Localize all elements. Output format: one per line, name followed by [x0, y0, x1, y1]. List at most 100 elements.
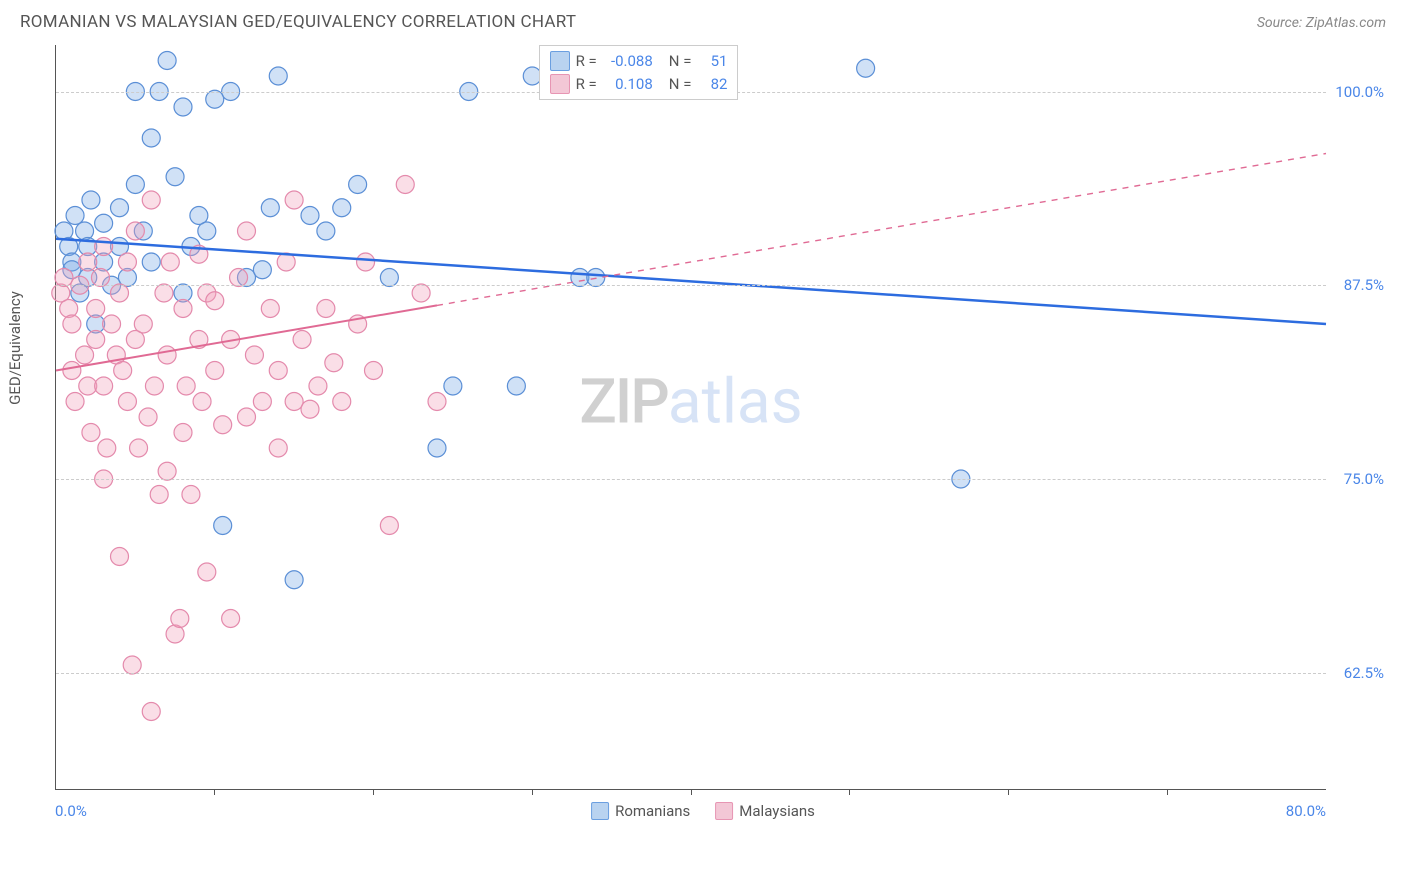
xtick	[532, 790, 533, 795]
data-point	[325, 354, 343, 372]
xtick	[849, 790, 850, 795]
data-point	[142, 129, 160, 147]
data-point	[317, 222, 335, 240]
data-point	[182, 486, 200, 504]
data-point	[285, 191, 303, 209]
data-point	[145, 377, 163, 395]
y-axis-label: GED/Equivalency	[6, 291, 24, 405]
ytick-label: 100.0%	[1335, 83, 1384, 101]
data-point	[507, 377, 525, 395]
data-point	[206, 90, 224, 108]
legend-bottom: Romanians Malaysians	[591, 802, 815, 820]
data-point	[269, 362, 287, 380]
data-point	[214, 416, 232, 434]
data-point	[103, 315, 121, 333]
legend-swatch-malaysians	[715, 802, 733, 820]
data-point	[253, 393, 271, 411]
data-point	[380, 517, 398, 535]
data-point	[333, 199, 351, 217]
data-point	[333, 393, 351, 411]
data-point	[857, 59, 875, 77]
data-point	[63, 362, 81, 380]
data-point	[82, 424, 100, 442]
data-point	[98, 439, 116, 457]
data-point	[155, 284, 173, 302]
data-point	[365, 362, 383, 380]
chart-container: ZIPatlas R = -0.088 N = 51 R = 0.108 N =…	[20, 40, 1386, 820]
data-point	[79, 253, 97, 271]
data-point	[214, 517, 232, 535]
data-point	[66, 393, 84, 411]
ytick-label: 62.5%	[1344, 664, 1384, 682]
data-point	[118, 393, 136, 411]
xtick	[214, 790, 215, 795]
chart-title: ROMANIAN VS MALAYSIAN GED/EQUIVALENCY CO…	[20, 12, 576, 32]
data-point	[130, 439, 148, 457]
data-point	[238, 222, 256, 240]
gridline	[56, 673, 1326, 674]
data-point	[380, 269, 398, 287]
data-point	[245, 346, 263, 364]
swatch-romanians	[550, 51, 570, 71]
data-point	[158, 346, 176, 364]
data-point	[87, 300, 105, 318]
legend-item-romanians: Romanians	[591, 802, 690, 820]
data-point	[396, 176, 414, 194]
data-point	[150, 486, 168, 504]
data-point	[63, 315, 81, 333]
data-point	[177, 377, 195, 395]
data-point	[261, 199, 279, 217]
data-point	[55, 269, 73, 287]
data-point	[230, 269, 248, 287]
stats-row-romanians: R = -0.088 N = 51	[550, 50, 728, 73]
xtick	[1008, 790, 1009, 795]
data-point	[114, 362, 132, 380]
data-point	[222, 610, 240, 628]
data-point	[587, 269, 605, 287]
data-point	[174, 98, 192, 116]
data-point	[198, 222, 216, 240]
data-point	[126, 176, 144, 194]
data-point	[95, 377, 113, 395]
data-point	[285, 571, 303, 589]
data-point	[142, 703, 160, 721]
data-point	[134, 315, 152, 333]
xtick	[691, 790, 692, 795]
data-point	[349, 176, 367, 194]
data-point	[174, 424, 192, 442]
data-point	[198, 563, 216, 581]
data-point	[111, 199, 129, 217]
x-axis-max-label: 80.0%	[1286, 802, 1326, 820]
data-point	[166, 168, 184, 186]
data-point	[261, 300, 279, 318]
data-point	[139, 408, 157, 426]
swatch-malaysians	[550, 74, 570, 94]
data-point	[91, 269, 109, 287]
data-point	[126, 222, 144, 240]
xtick	[1167, 790, 1168, 795]
data-point	[161, 253, 179, 271]
data-point	[193, 393, 211, 411]
data-point	[66, 207, 84, 225]
xtick	[373, 790, 374, 795]
data-point	[301, 207, 319, 225]
data-point	[158, 52, 176, 70]
data-point	[142, 253, 160, 271]
data-point	[142, 191, 160, 209]
data-point	[174, 300, 192, 318]
data-point	[269, 67, 287, 85]
data-point	[95, 238, 113, 256]
data-point	[317, 300, 335, 318]
data-point	[428, 393, 446, 411]
data-point	[357, 253, 375, 271]
ytick-label: 87.5%	[1344, 276, 1384, 294]
legend-item-malaysians: Malaysians	[715, 802, 815, 820]
data-point	[238, 408, 256, 426]
data-point	[171, 610, 189, 628]
data-point	[95, 214, 113, 232]
plot-area: ZIPatlas R = -0.088 N = 51 R = 0.108 N =…	[55, 45, 1326, 790]
data-point	[253, 261, 271, 279]
chart-header: ROMANIAN VS MALAYSIAN GED/EQUIVALENCY CO…	[0, 0, 1406, 40]
data-point	[111, 548, 129, 566]
data-point	[269, 439, 287, 457]
